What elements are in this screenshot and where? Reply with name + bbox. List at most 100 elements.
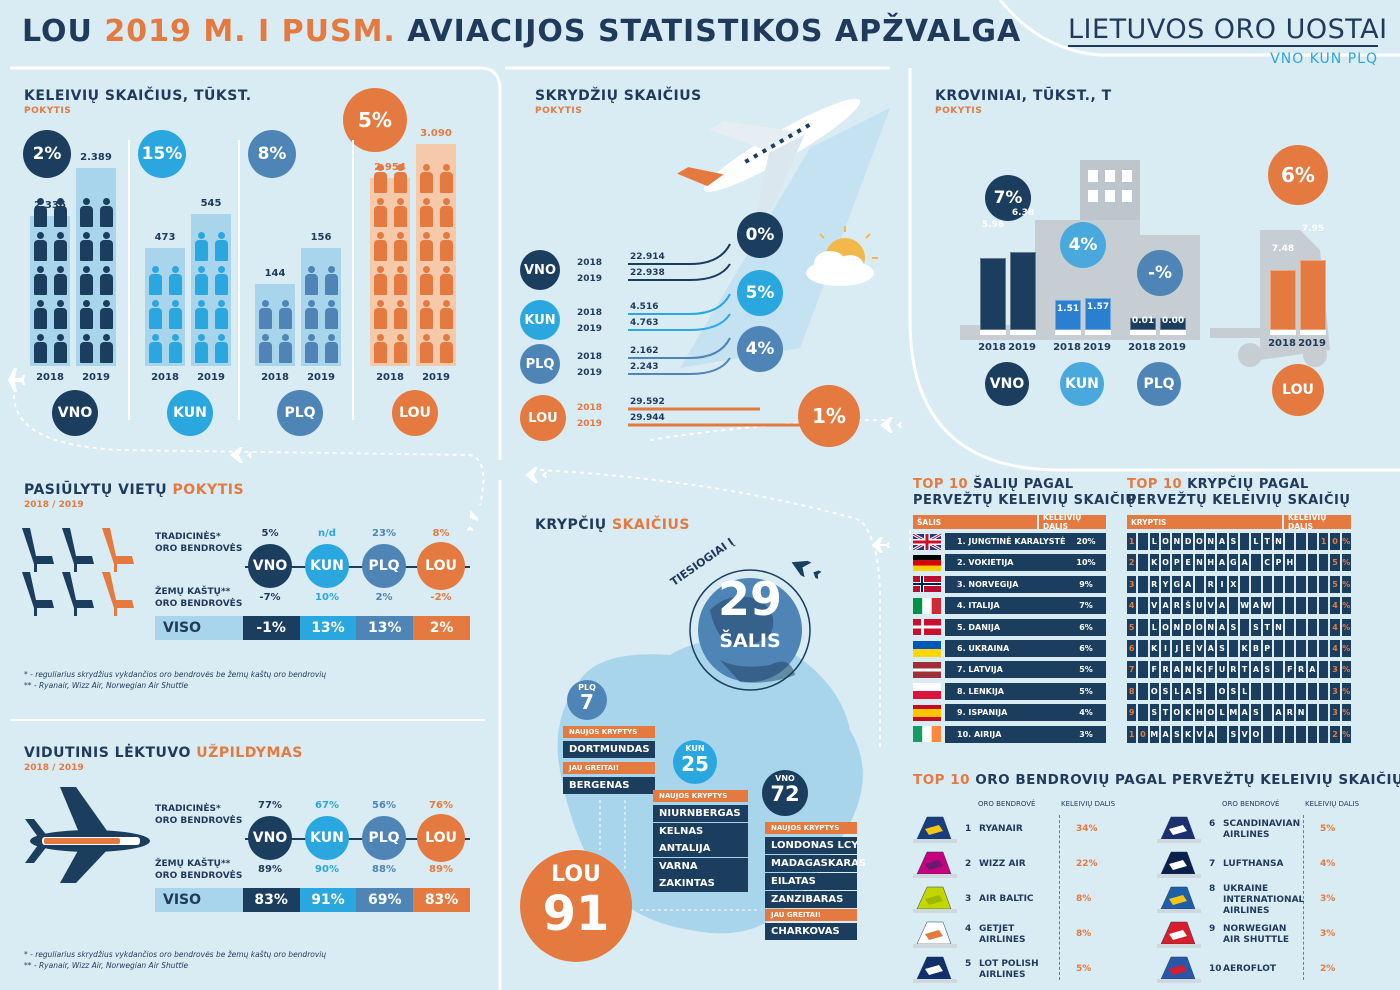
tr-cell: F bbox=[1149, 661, 1159, 679]
cargo-change-kun: 4% bbox=[1060, 222, 1106, 268]
dir-kun-count: 25 bbox=[681, 752, 709, 776]
pallet bbox=[1270, 330, 1296, 335]
tr-cell bbox=[1285, 618, 1295, 636]
tr-cell: L bbox=[1251, 533, 1261, 550]
tr-cell bbox=[1296, 682, 1306, 700]
divider bbox=[238, 140, 240, 420]
people-icons bbox=[301, 266, 341, 364]
person-icon bbox=[168, 334, 182, 364]
tr-cell: F bbox=[1206, 661, 1216, 679]
dir-vno-count: 72 bbox=[770, 782, 800, 806]
al-pct: 8% bbox=[1076, 929, 1092, 939]
tc-name: 10. AIRIJA bbox=[957, 729, 1002, 739]
person-icon bbox=[419, 300, 433, 330]
tr-cell: N bbox=[1273, 618, 1284, 636]
cargo-bar-kun-2018 bbox=[1055, 300, 1081, 330]
load-trad-plq: 56% bbox=[372, 800, 396, 811]
pass-year: 2019 bbox=[82, 372, 110, 383]
al-pct: 2% bbox=[1320, 964, 1336, 974]
flight-value-2018: 4.516 bbox=[630, 302, 659, 312]
load-low-vno: 89% bbox=[258, 864, 282, 875]
pass-value: 3.090 bbox=[420, 128, 452, 139]
tr-cell bbox=[1285, 640, 1295, 657]
load-viso-row: VISO 83% 91% 69% 83% bbox=[155, 888, 470, 912]
tr-cell bbox=[1319, 618, 1329, 636]
tr-cell: P bbox=[1262, 640, 1272, 657]
logo-main: LIETUVOS ORO UOSTAI bbox=[1068, 14, 1388, 47]
person-icon bbox=[53, 334, 67, 364]
tr-cell: S bbox=[1262, 661, 1272, 679]
tr-cell: A bbox=[1206, 725, 1216, 743]
tr-cell bbox=[1194, 575, 1205, 593]
flight-year-2018: 2018 bbox=[577, 403, 603, 413]
flight-year-2018: 2018 bbox=[577, 308, 603, 318]
load-trad-vno: 77% bbox=[258, 800, 282, 811]
tr-cell: I bbox=[1217, 575, 1227, 593]
people-icons bbox=[76, 198, 116, 364]
seats-viso-lou: 2% bbox=[413, 616, 470, 640]
tr-cell: A bbox=[1251, 597, 1261, 615]
person-icon bbox=[373, 300, 387, 330]
tr-cell bbox=[1319, 597, 1329, 615]
dir-kun-new-item: NIURNBERGAS bbox=[653, 805, 748, 822]
dir-kun-circle bbox=[673, 740, 717, 784]
tr-cell: K bbox=[1183, 704, 1193, 722]
pass-airport-kun: KUN bbox=[167, 390, 213, 436]
tr-cell bbox=[1285, 533, 1295, 550]
tr-cell: K bbox=[1194, 661, 1205, 679]
dir-vno-new-item: EILATAS bbox=[765, 873, 857, 890]
tr-cell: A bbox=[1172, 661, 1182, 679]
tr-cell: E bbox=[1183, 640, 1193, 657]
tc-row: 5. DANIJA 6% bbox=[945, 618, 1106, 636]
flight-line bbox=[628, 263, 731, 281]
seats-title-b: POKYTIS bbox=[172, 482, 245, 498]
pallet bbox=[1160, 330, 1186, 335]
tr-cell: A bbox=[1160, 725, 1171, 743]
cargo-value: 5.96 bbox=[981, 220, 1005, 230]
flight-value-2019: 2.243 bbox=[630, 362, 659, 372]
person-icon bbox=[278, 300, 292, 330]
tr-cell: S bbox=[1228, 533, 1238, 550]
dir-plq-soon-item: BERGENAS bbox=[563, 777, 655, 794]
tr-cell: K bbox=[1149, 640, 1159, 657]
directions-title: KRYPČIŲ SKAIČIUS bbox=[535, 517, 690, 533]
flight-line bbox=[628, 243, 731, 265]
seats-airport-kun: KUN bbox=[305, 544, 349, 588]
load-title-b: UŽPILDYMAS bbox=[196, 745, 303, 761]
flight-value-2019: 29.944 bbox=[630, 413, 665, 423]
people-icons bbox=[370, 164, 410, 364]
al-name: GETJET AIRLINES bbox=[979, 924, 1026, 945]
tr-cell: N bbox=[1273, 533, 1284, 550]
load-low-lou: 89% bbox=[429, 864, 453, 875]
cargo-bar-vno-2019 bbox=[1010, 252, 1036, 330]
tr-cell: A bbox=[1206, 640, 1216, 657]
tr-cell bbox=[1285, 682, 1295, 700]
tr-cell bbox=[1138, 533, 1148, 550]
al-name: AIR BALTIC bbox=[979, 894, 1034, 904]
cargo-year-2018: 2018 bbox=[1053, 342, 1081, 353]
tr-col-route: KRYPTIS bbox=[1127, 515, 1282, 529]
pass-airport-vno: VNO bbox=[52, 390, 98, 436]
tr-cell bbox=[1138, 704, 1148, 722]
tr-cell: R bbox=[1285, 704, 1295, 722]
tr-cell bbox=[1296, 640, 1306, 657]
tr-cell bbox=[1251, 682, 1261, 700]
top-routes-title: TOP 10 KRYPČIŲ PAGAL PERVEŽTŲ KELEIVIŲ S… bbox=[1127, 477, 1350, 509]
al-num: 5 bbox=[965, 959, 972, 969]
pallet bbox=[1300, 330, 1326, 335]
tr-cell: A bbox=[1217, 618, 1227, 636]
tc-pct: 20% bbox=[1076, 537, 1096, 546]
plane-pct-label: % bbox=[122, 837, 131, 846]
tr-cell: T bbox=[1160, 704, 1171, 722]
load-note2: ** - Ryanair, Wizz Air, Norwegian Air Sh… bbox=[24, 961, 189, 970]
tc-name: 4. ITALIJA bbox=[957, 601, 1000, 611]
person-icon bbox=[99, 334, 113, 364]
tr-cell bbox=[1228, 640, 1238, 657]
tc-row: 2. VOKIETIJA 10% bbox=[945, 554, 1106, 572]
load-low-plq: 88% bbox=[372, 864, 396, 875]
tr-cell: W bbox=[1262, 597, 1272, 615]
tr-cell: O bbox=[1194, 618, 1205, 636]
